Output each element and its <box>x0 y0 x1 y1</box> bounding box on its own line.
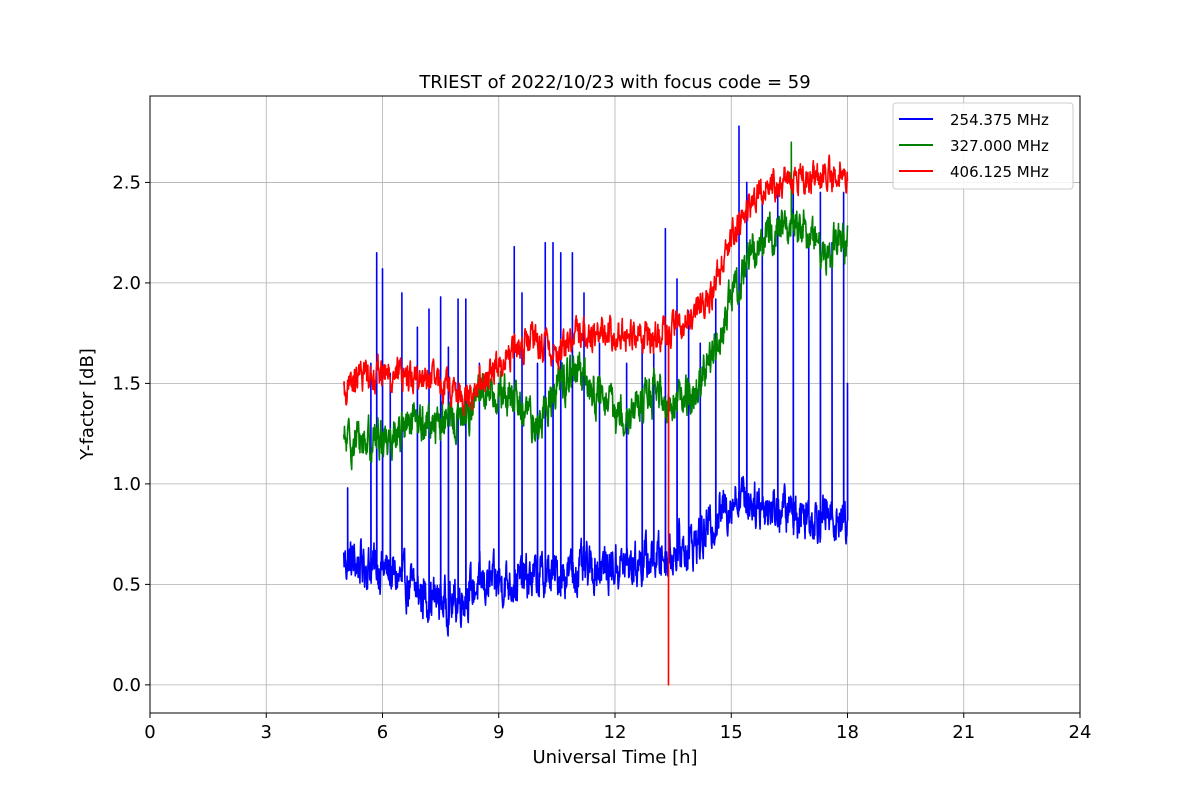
y-tick-label: 0.5 <box>112 574 141 595</box>
series-line-3 <box>342 154 849 686</box>
legend-label: 254.375 MHz <box>950 111 1049 129</box>
legend: 254.375 MHz 327.000 MHz 406.125 MHz <box>892 102 1074 190</box>
x-tick-label: 6 <box>377 722 388 743</box>
series-line-1 <box>342 125 849 637</box>
x-tick-label: 12 <box>604 722 627 743</box>
chart-title: TRIEST of 2022/10/23 with focus code = 5… <box>418 72 810 93</box>
x-tick-label: 3 <box>261 722 272 743</box>
x-tick-label: 9 <box>493 722 504 743</box>
series-line-2 <box>342 141 849 471</box>
y-tick-label: 2.0 <box>112 273 141 294</box>
axis-ticks: 0 3 6 9 12 15 18 21 24 0.0 0.5 1.0 1.5 2.0 2.5 <box>112 172 1091 743</box>
x-tick-label: 21 <box>952 722 975 743</box>
x-axis-label: Universal Time [h] <box>532 747 697 768</box>
y-tick-label: 0.0 <box>112 675 141 696</box>
legend-box <box>892 102 1074 190</box>
legend-label: 406.125 MHz <box>950 163 1049 181</box>
y-tick-label: 1.0 <box>112 474 141 495</box>
legend-label: 327.000 MHz <box>950 137 1049 155</box>
y-tick-label: 1.5 <box>112 373 141 394</box>
series-lines <box>342 125 849 686</box>
y-axis-label: Y-factor [dB] <box>77 348 98 461</box>
y-tick-label: 2.5 <box>112 172 141 193</box>
x-tick-label: 24 <box>1069 722 1092 743</box>
x-tick-label: 15 <box>720 722 743 743</box>
x-tick-label: 18 <box>836 722 859 743</box>
x-tick-label: 0 <box>144 722 155 743</box>
